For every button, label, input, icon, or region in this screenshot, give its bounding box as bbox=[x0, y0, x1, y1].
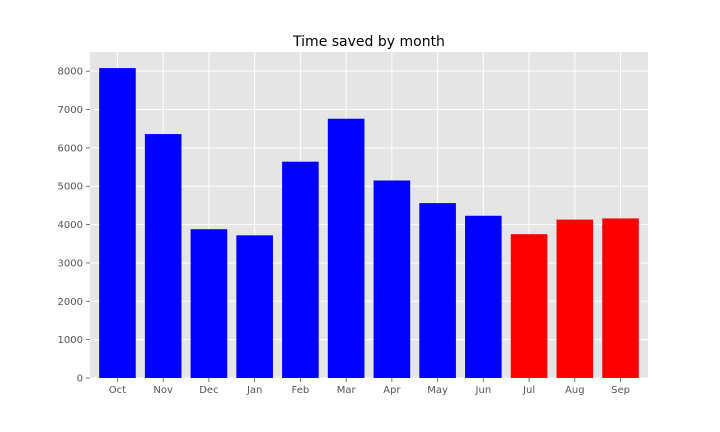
bar-oct bbox=[99, 68, 136, 378]
x-axis: Oct Nov Dec Jan Feb Mar Apr May Jun Jul Aug Sep bbox=[109, 378, 630, 396]
bar-feb bbox=[282, 161, 319, 378]
x-tick-label: Nov bbox=[153, 385, 173, 396]
x-tick-label: Jun bbox=[475, 385, 492, 396]
x-tick-label: Jan bbox=[246, 385, 262, 396]
y-tick-label: 3000 bbox=[58, 258, 83, 269]
bar-may bbox=[419, 203, 456, 378]
y-tick-label: 0 bbox=[77, 374, 83, 385]
bars-group bbox=[99, 68, 639, 378]
y-tick-label: 6000 bbox=[58, 143, 83, 154]
y-tick-label: 4000 bbox=[58, 220, 83, 231]
bar-jan bbox=[236, 235, 273, 378]
bar-dec bbox=[190, 229, 228, 378]
bar-jun bbox=[465, 215, 502, 378]
bar-jul bbox=[510, 234, 548, 378]
x-tick-label: Apr bbox=[383, 385, 401, 396]
x-tick-label: May bbox=[427, 385, 448, 396]
y-axis: 0 1000 2000 3000 4000 5000 6000 7000 8000 bbox=[58, 67, 90, 385]
bar-mar bbox=[327, 118, 365, 378]
bar-apr bbox=[373, 180, 411, 378]
bar-sep bbox=[602, 218, 639, 378]
x-tick-label: Aug bbox=[565, 385, 585, 396]
y-tick-label: 1000 bbox=[58, 335, 83, 346]
y-tick-label: 7000 bbox=[58, 105, 83, 116]
x-tick-label: Mar bbox=[337, 385, 357, 396]
x-tick-label: Oct bbox=[109, 385, 126, 396]
y-tick-label: 8000 bbox=[58, 67, 83, 78]
bar-nov bbox=[144, 134, 182, 378]
x-tick-label: Jul bbox=[522, 385, 535, 396]
bar-aug bbox=[556, 219, 594, 378]
x-tick-label: Feb bbox=[292, 385, 310, 396]
x-tick-label: Dec bbox=[199, 385, 218, 396]
plot-background bbox=[90, 52, 648, 378]
chart-title: Time saved by month bbox=[292, 34, 445, 50]
x-tick-label: Sep bbox=[611, 385, 630, 396]
y-tick-label: 5000 bbox=[58, 182, 83, 193]
y-tick-label: 2000 bbox=[58, 297, 83, 308]
